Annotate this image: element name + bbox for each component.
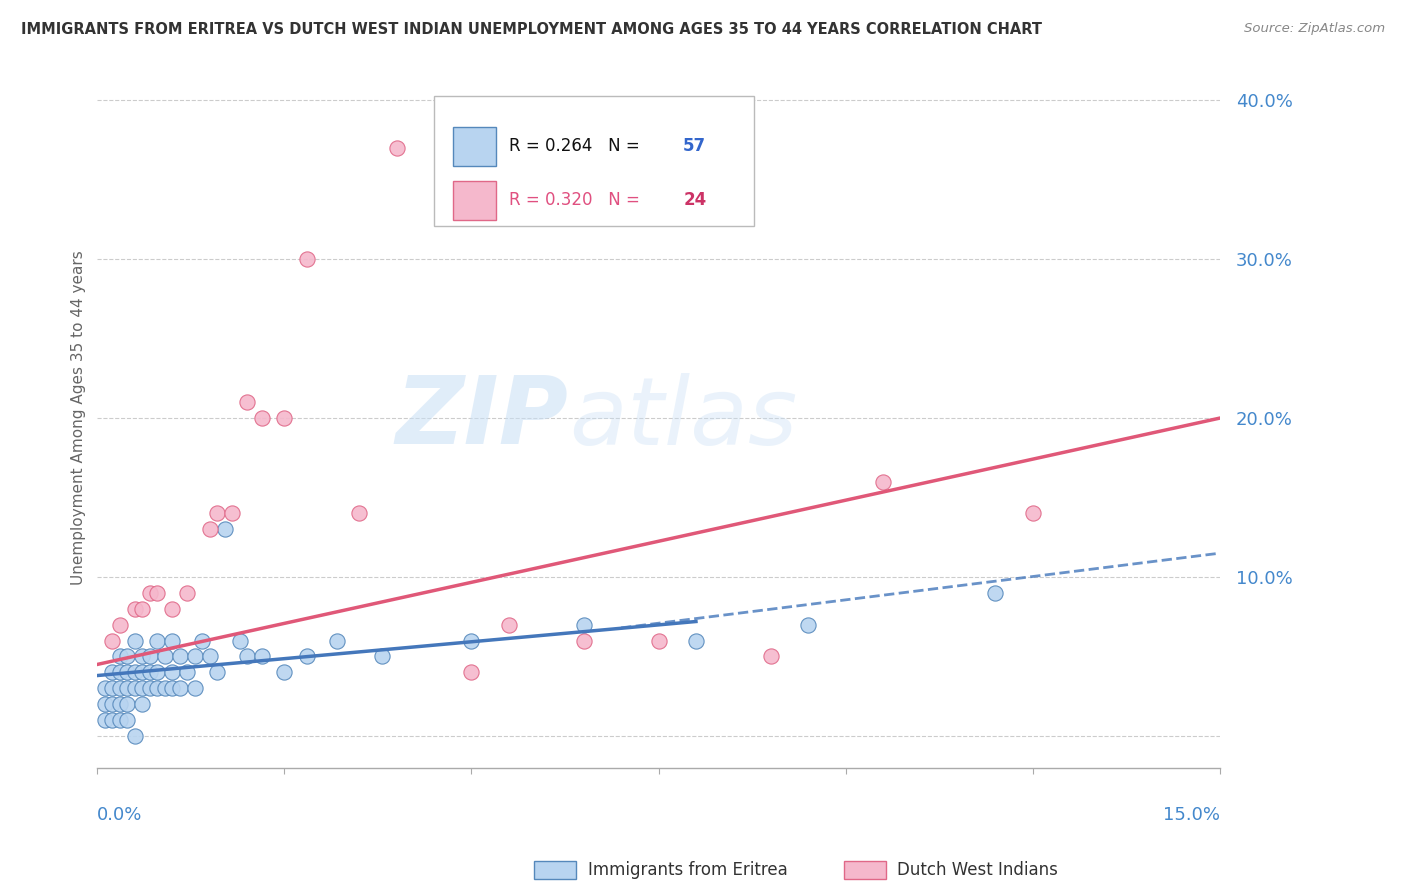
- Point: [183, 681, 205, 696]
- Point: [108, 713, 131, 727]
- Point: [183, 649, 205, 664]
- Point: [117, 713, 139, 727]
- Point: [228, 633, 250, 648]
- Text: atlas: atlas: [569, 373, 797, 464]
- Point: [250, 649, 273, 664]
- Point: [385, 141, 408, 155]
- Point: [138, 649, 160, 664]
- Point: [138, 665, 160, 680]
- Point: [572, 617, 595, 632]
- Point: [94, 697, 117, 711]
- Point: [326, 633, 349, 648]
- Bar: [453, 128, 496, 166]
- Point: [572, 633, 595, 648]
- Point: [498, 617, 520, 632]
- Point: [169, 649, 191, 664]
- Point: [146, 586, 169, 600]
- Point: [131, 697, 153, 711]
- Point: [138, 586, 160, 600]
- Point: [205, 507, 228, 521]
- Point: [146, 633, 169, 648]
- Text: ZIP: ZIP: [396, 372, 569, 464]
- Point: [797, 617, 820, 632]
- Text: 24: 24: [683, 191, 706, 210]
- Point: [759, 649, 782, 664]
- Point: [160, 681, 183, 696]
- Point: [349, 507, 371, 521]
- Point: [108, 697, 131, 711]
- Point: [108, 649, 131, 664]
- Point: [117, 681, 139, 696]
- Point: [221, 507, 243, 521]
- Point: [250, 411, 273, 425]
- Point: [138, 681, 160, 696]
- Point: [273, 665, 295, 680]
- Point: [124, 665, 146, 680]
- Point: [117, 665, 139, 680]
- Point: [176, 665, 198, 680]
- Point: [124, 633, 146, 648]
- Point: [160, 633, 183, 648]
- Text: R = 0.264   N =: R = 0.264 N =: [509, 137, 645, 155]
- Point: [153, 649, 176, 664]
- Text: 57: 57: [683, 137, 706, 155]
- Text: Source: ZipAtlas.com: Source: ZipAtlas.com: [1244, 22, 1385, 36]
- Point: [124, 681, 146, 696]
- Point: [94, 713, 117, 727]
- Text: Dutch West Indians: Dutch West Indians: [897, 861, 1057, 879]
- Point: [146, 681, 169, 696]
- Text: 0.0%: 0.0%: [97, 806, 143, 824]
- Text: R = 0.320   N =: R = 0.320 N =: [509, 191, 645, 210]
- Point: [160, 602, 183, 616]
- Point: [460, 665, 482, 680]
- Point: [94, 681, 117, 696]
- Text: Immigrants from Eritrea: Immigrants from Eritrea: [588, 861, 787, 879]
- Point: [131, 681, 153, 696]
- Point: [101, 681, 124, 696]
- Point: [295, 649, 318, 664]
- Y-axis label: Unemployment Among Ages 35 to 44 years: Unemployment Among Ages 35 to 44 years: [72, 251, 86, 585]
- Point: [101, 713, 124, 727]
- Point: [370, 649, 392, 664]
- Point: [685, 633, 707, 648]
- Point: [117, 649, 139, 664]
- Point: [146, 665, 169, 680]
- Point: [117, 697, 139, 711]
- Point: [153, 681, 176, 696]
- Point: [124, 729, 146, 743]
- Point: [1021, 507, 1043, 521]
- FancyBboxPatch shape: [434, 96, 754, 226]
- Point: [198, 522, 221, 536]
- Point: [108, 665, 131, 680]
- Point: [460, 633, 482, 648]
- Point: [647, 633, 669, 648]
- Bar: [453, 181, 496, 219]
- Point: [131, 649, 153, 664]
- Point: [191, 633, 214, 648]
- Point: [236, 649, 259, 664]
- Point: [101, 697, 124, 711]
- Point: [176, 586, 198, 600]
- Point: [273, 411, 295, 425]
- Point: [108, 617, 131, 632]
- Point: [205, 665, 228, 680]
- Point: [872, 475, 894, 489]
- Point: [124, 602, 146, 616]
- Point: [160, 665, 183, 680]
- Point: [984, 586, 1007, 600]
- Point: [101, 633, 124, 648]
- Text: 15.0%: 15.0%: [1163, 806, 1220, 824]
- Point: [131, 665, 153, 680]
- Point: [198, 649, 221, 664]
- Point: [169, 681, 191, 696]
- Point: [101, 665, 124, 680]
- Point: [131, 602, 153, 616]
- Point: [214, 522, 236, 536]
- Point: [108, 681, 131, 696]
- Text: IMMIGRANTS FROM ERITREA VS DUTCH WEST INDIAN UNEMPLOYMENT AMONG AGES 35 TO 44 YE: IMMIGRANTS FROM ERITREA VS DUTCH WEST IN…: [21, 22, 1042, 37]
- Point: [236, 395, 259, 409]
- Point: [295, 252, 318, 267]
